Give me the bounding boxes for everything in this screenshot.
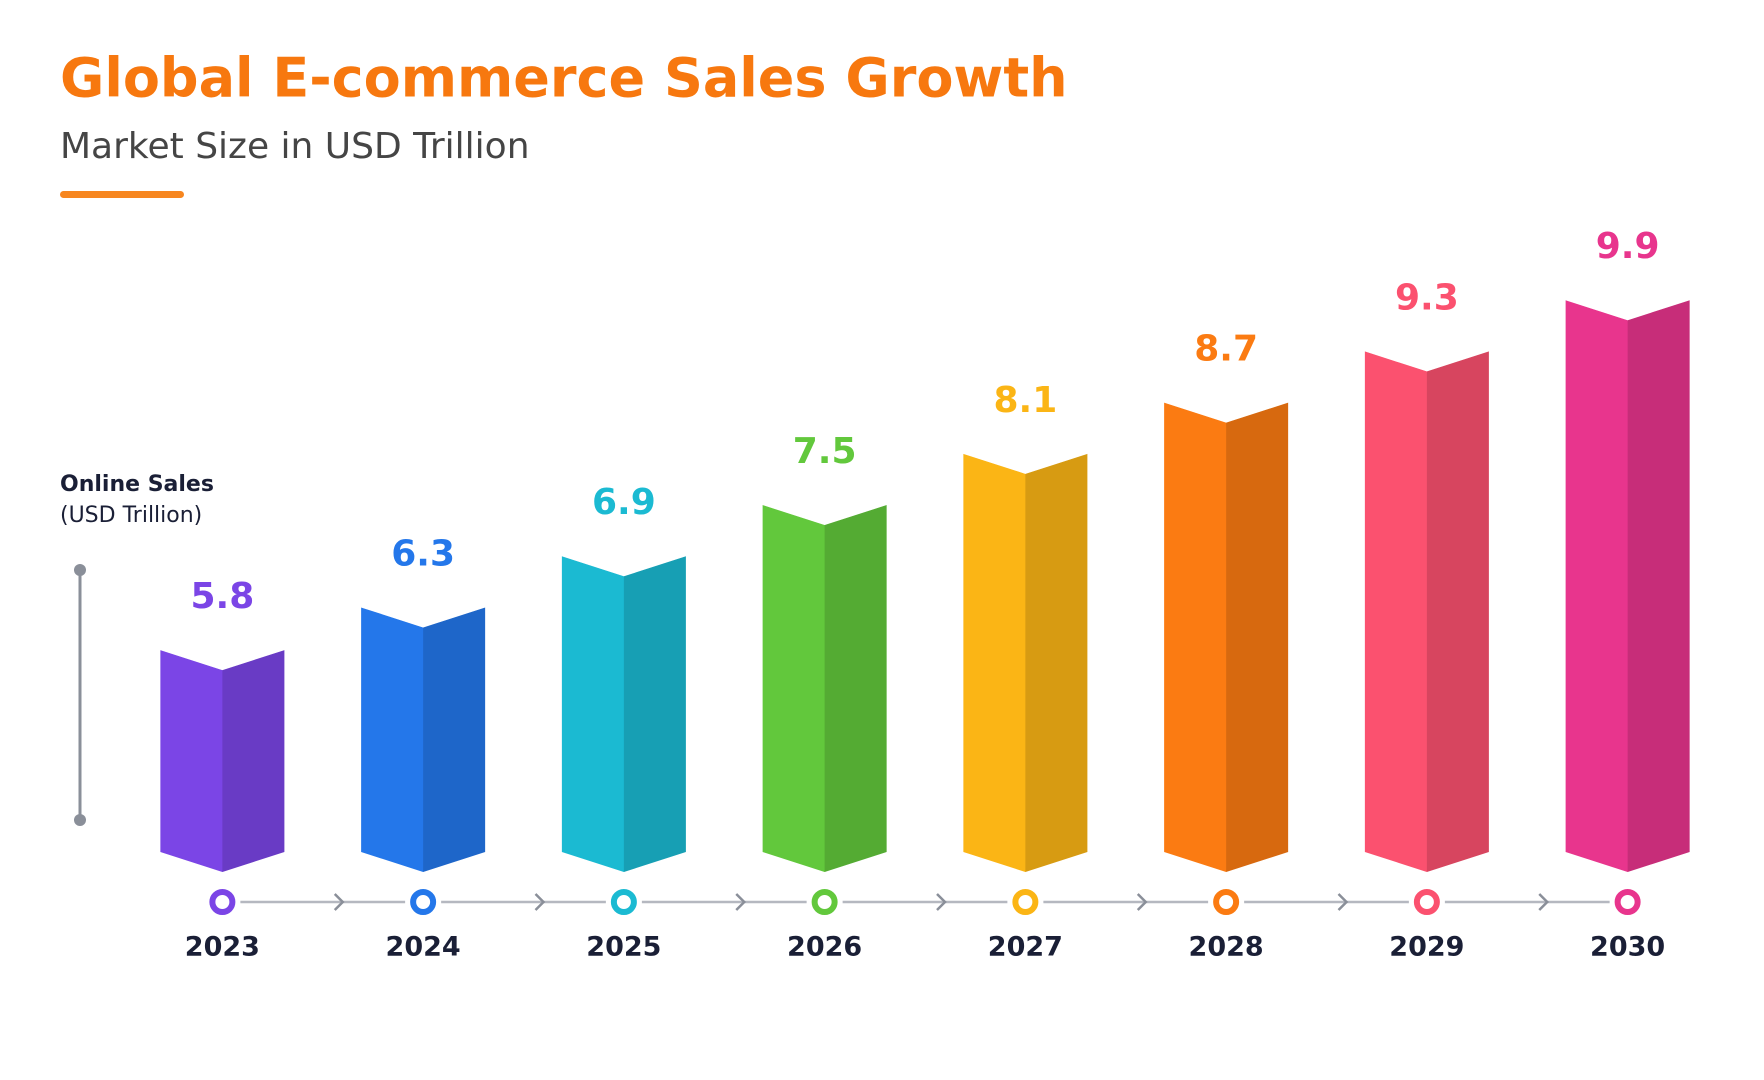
timeline-dot <box>1012 889 1039 915</box>
y-axis-label: (USD Trillion) <box>60 503 202 528</box>
title-underline <box>60 191 184 198</box>
timeline-dot <box>811 889 838 915</box>
timeline-dot <box>1413 889 1440 915</box>
timeline-dot <box>410 889 437 915</box>
bar-top <box>1364 331 1489 372</box>
timeline-dot <box>209 889 236 915</box>
value-label: 9.3 <box>1395 277 1459 318</box>
value-label: 5.8 <box>190 576 254 617</box>
bar <box>361 607 486 872</box>
timeline-arrow <box>936 893 947 911</box>
timeline-dot <box>1614 889 1641 915</box>
bar-top <box>561 536 686 577</box>
bar-shade <box>1025 453 1088 872</box>
bar-top <box>361 587 486 628</box>
bar-shade <box>1627 300 1690 873</box>
x-tick-label: 2029 <box>1389 932 1464 963</box>
axis-dot <box>74 564 86 576</box>
bar <box>1364 351 1489 872</box>
bar-top <box>1565 280 1690 321</box>
bar <box>762 505 887 872</box>
x-tick-label: 2028 <box>1189 932 1264 963</box>
bar-shade <box>222 650 285 872</box>
timeline-arrow <box>1337 893 1349 911</box>
timeline-arrow <box>735 893 747 911</box>
x-tick-label: 2026 <box>787 932 862 963</box>
value-label: 7.5 <box>793 431 857 472</box>
value-label: 8.7 <box>1194 329 1258 370</box>
timeline-arrow <box>534 893 546 911</box>
bar-shade <box>623 556 686 872</box>
bar <box>963 453 1088 872</box>
x-tick-label: 2030 <box>1590 932 1665 963</box>
value-label: 9.9 <box>1596 226 1660 267</box>
value-label: 8.1 <box>993 380 1057 421</box>
timeline-arrow <box>1136 893 1148 911</box>
bar-top <box>1164 382 1289 423</box>
chart-subtitle: Market Size in USD Trillion <box>60 126 530 167</box>
bar-shade <box>1426 351 1489 872</box>
bar-shade <box>824 505 887 872</box>
bar <box>1164 402 1289 872</box>
x-tick-label: 2024 <box>386 932 461 963</box>
chart-title: Global E-commerce Sales Growth <box>60 47 1068 110</box>
bar <box>160 650 285 872</box>
bar <box>1565 300 1690 873</box>
axis-dot <box>74 814 86 826</box>
timeline-dot <box>1213 889 1240 915</box>
x-tick-label: 2027 <box>988 932 1063 963</box>
bar-shade <box>423 607 486 872</box>
x-tick-label: 2023 <box>185 932 260 963</box>
bar <box>561 556 686 872</box>
x-tick-label: 2025 <box>586 932 661 963</box>
bar-shade <box>1226 402 1289 872</box>
bar-top <box>963 433 1088 474</box>
bar-top <box>160 630 285 671</box>
timeline-arrow <box>333 893 345 911</box>
value-label: 6.9 <box>592 482 656 523</box>
value-label: 6.3 <box>391 533 455 574</box>
y-axis-label: Online Sales <box>60 472 214 497</box>
timeline-arrow <box>1538 893 1550 911</box>
bar-top <box>762 485 887 526</box>
timeline-dot <box>610 889 637 915</box>
